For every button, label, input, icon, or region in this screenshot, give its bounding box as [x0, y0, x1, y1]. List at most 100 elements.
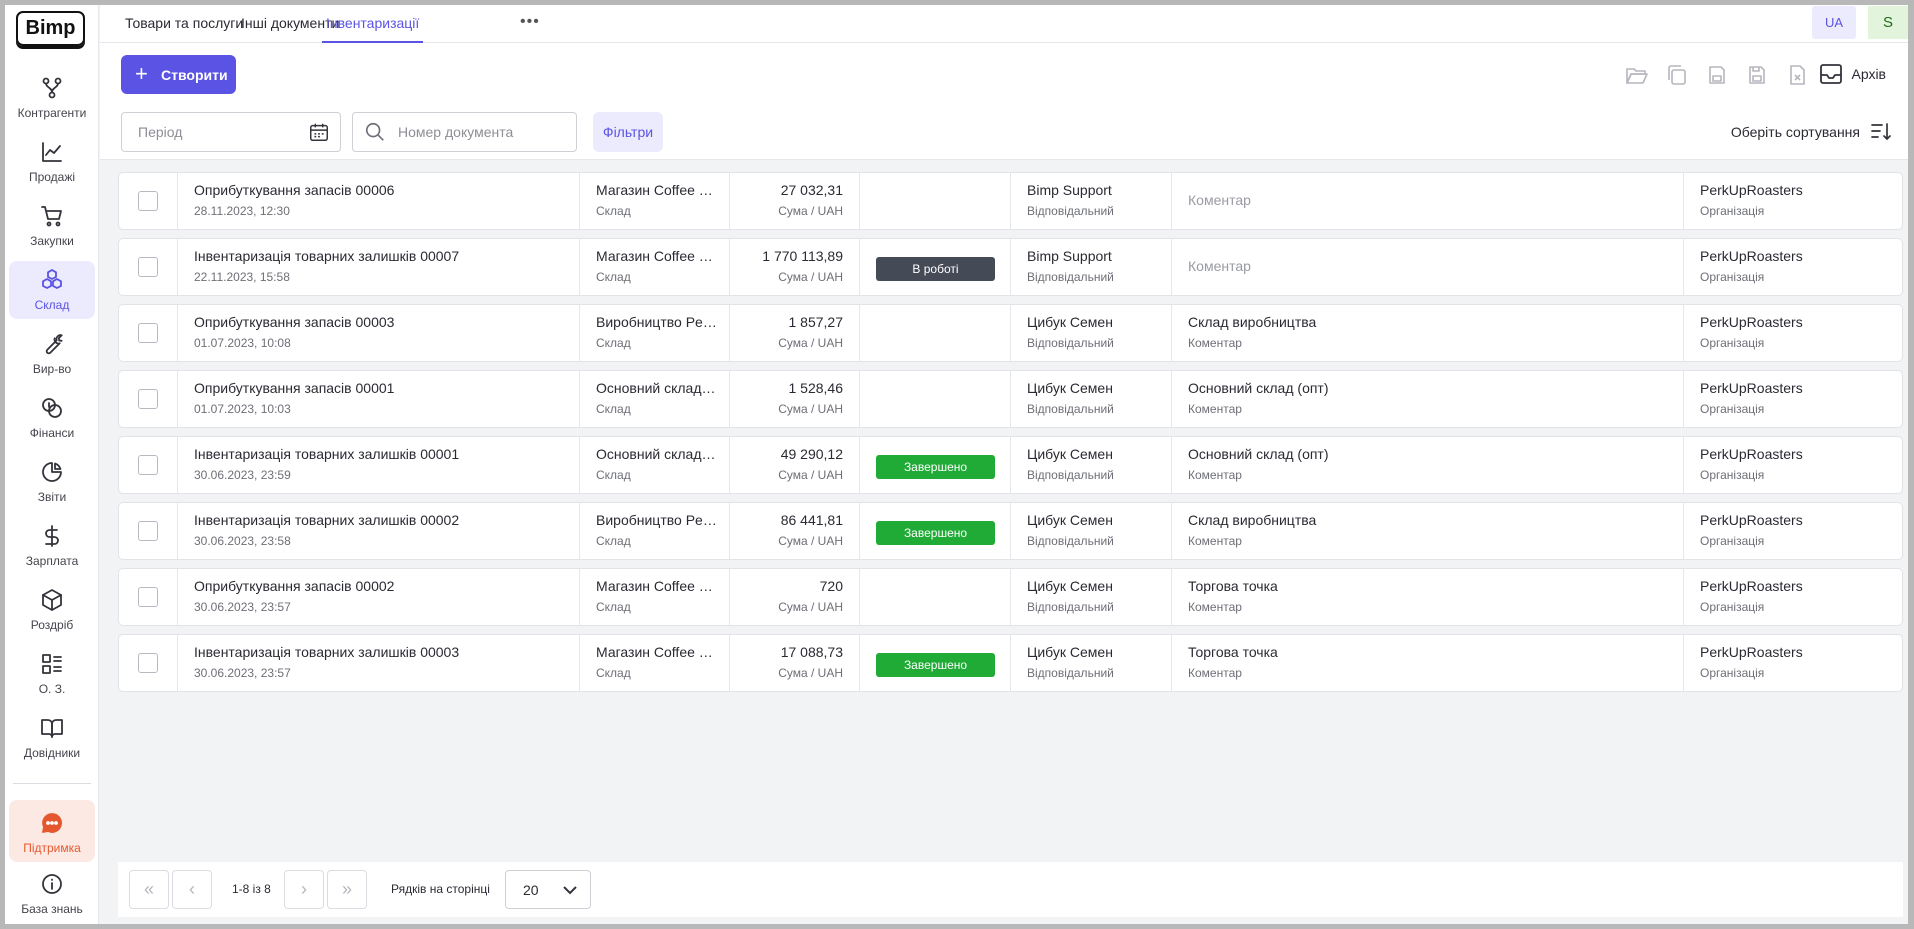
document-cell[interactable]: Оприбуткування запасів 00006 28.11.2023,… [177, 173, 579, 229]
responsible-name: Цибук Семен [1027, 512, 1113, 528]
tab-inventories[interactable]: Інвентаризації [322, 5, 424, 43]
document-name[interactable]: Оприбуткування запасів 00002 [194, 578, 395, 594]
tab-goods-services[interactable]: Товари та послуги [125, 15, 244, 31]
table-row[interactable]: Інвентаризація товарних залишків 00002 3… [118, 502, 1903, 560]
table-row[interactable]: Інвентаризація товарних залишків 00007 2… [118, 238, 1903, 296]
archive-button[interactable]: Архів [1819, 63, 1886, 85]
row-checkbox[interactable] [138, 323, 158, 343]
status-cell: В роботі [859, 239, 1010, 295]
document-name[interactable]: Інвентаризація товарних залишків 00003 [194, 644, 460, 660]
sidebar-item-production[interactable]: Вир-во [9, 325, 95, 383]
document-name[interactable]: Оприбуткування запасів 00003 [194, 314, 395, 330]
document-name[interactable]: Інвентаризація товарних залишків 00001 [194, 446, 460, 462]
sum-cell: 17 088,73 Сума / UAH [729, 635, 859, 691]
document-cell[interactable]: Оприбуткування запасів 00002 30.06.2023,… [177, 569, 579, 625]
organization-label: Організація [1700, 468, 1765, 482]
document-cell[interactable]: Інвентаризація товарних залишків 00003 3… [177, 635, 579, 691]
sum-value: 1 528,46 [788, 380, 844, 396]
last-page-icon[interactable]: » [327, 870, 367, 909]
document-number-input[interactable]: Номер документа [352, 112, 577, 152]
warehouse-cell: Магазин Coffee Shop Склад [579, 635, 729, 691]
avatar[interactable]: S [1868, 6, 1908, 39]
knowledge-base-link[interactable]: База знань [9, 865, 95, 923]
row-checkbox[interactable] [138, 191, 158, 211]
sum-value: 17 088,73 [780, 644, 843, 660]
responsible-label: Відповідальний [1027, 600, 1114, 614]
table-row[interactable]: Оприбуткування запасів 00002 30.06.2023,… [118, 568, 1903, 626]
filters-button[interactable]: Фільтри [593, 112, 663, 152]
sidebar-item-sales[interactable]: Продажі [9, 133, 95, 191]
row-checkbox[interactable] [138, 653, 158, 673]
responsible-cell: Bimp Support Відповідальний [1010, 173, 1171, 229]
document-name[interactable]: Оприбуткування запасів 00006 [194, 182, 395, 198]
sidebar-item-warehouse[interactable]: Склад [9, 261, 95, 319]
comment-text: Основний склад (опт) [1188, 380, 1329, 396]
open-folder-icon[interactable] [1625, 63, 1649, 87]
row-checkbox[interactable] [138, 521, 158, 541]
logo[interactable]: Bimp [16, 11, 85, 46]
rows-per-page-select[interactable]: 20 [505, 870, 591, 909]
language-switch[interactable]: UA [1812, 6, 1856, 39]
plus-icon: + [135, 61, 148, 86]
table-row[interactable]: Оприбуткування запасів 00001 01.07.2023,… [118, 370, 1903, 428]
copy-icon[interactable] [1665, 63, 1689, 87]
table-row[interactable]: Інвентаризація товарних залишків 00003 3… [118, 634, 1903, 692]
warehouse-cell: Магазин Coffee Shop Склад [579, 569, 729, 625]
period-field[interactable]: Період [121, 112, 341, 152]
comment-text: Коментар [1188, 258, 1251, 274]
sidebar-item-assets[interactable]: О. З. [9, 645, 95, 703]
sidebar-item-purchases[interactable]: Закупки [9, 197, 95, 255]
comment-cell: Коментар [1171, 173, 1683, 229]
responsible-cell: Цибук Семен Відповідальний [1010, 305, 1171, 361]
support-button[interactable]: Підтримка [9, 800, 95, 862]
sidebar: Bimp Контрагенти Продажі Закупки Склад В… [5, 5, 99, 924]
status-cell: Завершено [859, 635, 1010, 691]
save-as-icon[interactable] [1745, 63, 1769, 87]
sidebar-item-salary[interactable]: Зарплата [9, 517, 95, 575]
row-checkbox[interactable] [138, 455, 158, 475]
document-cell[interactable]: Оприбуткування запасів 00001 01.07.2023,… [177, 371, 579, 427]
document-name[interactable]: Оприбуткування запасів 00001 [194, 380, 395, 396]
calendar-icon[interactable] [308, 121, 330, 143]
delete-document-icon[interactable] [1785, 63, 1809, 87]
organization-name: PerkUpRoasters [1700, 314, 1803, 330]
sidebar-item-partners[interactable]: Контрагенти [9, 69, 95, 127]
inbox-icon [1820, 64, 1843, 84]
box-icon [42, 589, 62, 611]
sidebar-item-label: О. З. [38, 682, 66, 696]
tab-other-documents[interactable]: Інші документи [241, 15, 340, 31]
sort-icon [1871, 123, 1891, 141]
row-checkbox[interactable] [138, 389, 158, 409]
document-cell[interactable]: Інвентаризація товарних залишків 00007 2… [177, 239, 579, 295]
sidebar-item-directories[interactable]: Довідники [9, 709, 95, 767]
table-row[interactable]: Оприбуткування запасів 00003 01.07.2023,… [118, 304, 1903, 362]
row-checkbox[interactable] [138, 257, 158, 277]
organization-label: Організація [1700, 600, 1765, 614]
checkbox-cell [119, 503, 177, 559]
sidebar-item-finance[interactable]: Фінанси [9, 389, 95, 447]
sidebar-item-label: Фінанси [29, 426, 75, 440]
prev-page-icon[interactable]: ‹ [172, 870, 212, 909]
save-icon[interactable] [1705, 63, 1729, 87]
document-cell[interactable]: Оприбуткування запасів 00003 01.07.2023,… [177, 305, 579, 361]
warehouse-cell: Основний склад (опт) Склад [579, 371, 729, 427]
sort-select[interactable]: Оберіть сортування [1731, 122, 1892, 142]
first-page-icon[interactable]: « [129, 870, 169, 909]
warehouse-name: Магазин Coffee Shop [596, 182, 719, 198]
table-row[interactable]: Оприбуткування запасів 00006 28.11.2023,… [118, 172, 1903, 230]
document-cell[interactable]: Інвентаризація товарних залишків 00002 3… [177, 503, 579, 559]
documents-table: Оприбуткування запасів 00006 28.11.2023,… [118, 172, 1903, 700]
next-page-icon[interactable]: › [284, 870, 324, 909]
sidebar-item-label: Контрагенти [17, 106, 87, 120]
document-cell[interactable]: Інвентаризація товарних залишків 00001 3… [177, 437, 579, 493]
more-tabs-icon[interactable]: ••• [520, 13, 540, 30]
sidebar-item-retail[interactable]: Роздріб [9, 581, 95, 639]
document-name[interactable]: Інвентаризація товарних залишків 00002 [194, 512, 460, 528]
row-checkbox[interactable] [138, 587, 158, 607]
document-name[interactable]: Інвентаризація товарних залишків 00007 [194, 248, 460, 264]
create-button[interactable]: + Створити [121, 55, 236, 94]
table-row[interactable]: Інвентаризація товарних залишків 00001 3… [118, 436, 1903, 494]
sidebar-item-reports[interactable]: Звіти [9, 453, 95, 511]
comment-label: Коментар [1188, 666, 1242, 680]
organization-label: Організація [1700, 534, 1765, 548]
